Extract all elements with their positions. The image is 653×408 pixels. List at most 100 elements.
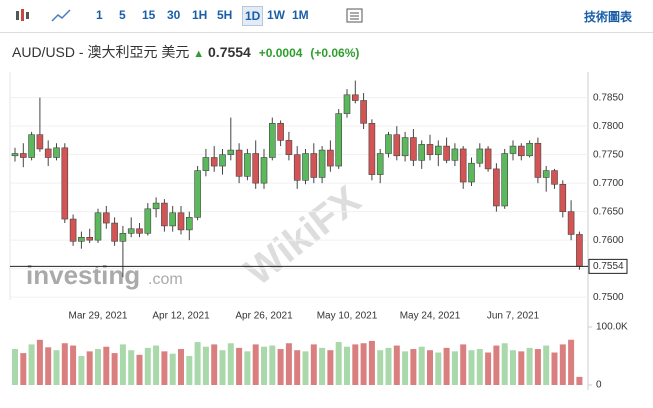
candle-body [127, 228, 135, 234]
volume-bar [285, 343, 292, 385]
candle-body [161, 202, 168, 227]
interval-button[interactable]: 5H [217, 8, 233, 22]
candle-body [517, 145, 525, 157]
candle-body [86, 237, 93, 241]
volume-bar [410, 349, 417, 385]
volume-bar [186, 356, 193, 385]
interval-button[interactable]: 15 [142, 8, 156, 22]
candle-body [559, 183, 567, 212]
candle-body [360, 100, 367, 124]
interval-button[interactable]: 30 [167, 8, 181, 22]
symbol: AUD/USD - 澳大利亞元 美元 [12, 44, 190, 60]
volume-bar [510, 350, 516, 385]
volume-bar [427, 350, 433, 385]
candle-body [69, 218, 77, 242]
candle-body [434, 145, 442, 155]
candle-body [227, 149, 235, 155]
candle-body [244, 153, 251, 177]
volume-bar [45, 347, 52, 385]
volume-bar [261, 346, 267, 385]
candle-body [451, 148, 459, 161]
volume-bar [476, 349, 483, 385]
volume-bar [534, 349, 541, 385]
candle-body [36, 134, 44, 150]
candle-body [219, 154, 226, 167]
candle-body [526, 142, 533, 157]
interval-button[interactable]: 1M [292, 8, 309, 22]
y-tick-label: 0.7800 [593, 121, 624, 132]
candle-body [119, 233, 127, 242]
volume-bar [319, 347, 326, 385]
price: 0.7554 [208, 44, 251, 60]
candle-body [343, 94, 351, 114]
interval-button[interactable]: 1D [242, 6, 264, 26]
volume-bar [568, 339, 575, 385]
volume-bar [269, 345, 276, 385]
x-tick-label: May 24, 2021 [400, 311, 461, 322]
candle-body [111, 222, 118, 242]
candle-body [310, 153, 318, 178]
volume-bar [202, 346, 209, 385]
volume-bar [277, 349, 284, 385]
volume-bar [344, 346, 350, 385]
candle-body [410, 137, 417, 161]
volume-bar [310, 344, 317, 385]
volume-bar [493, 345, 500, 385]
candle-body [136, 228, 143, 234]
change: +0.0004 [258, 46, 303, 60]
volume-bar [36, 339, 43, 385]
interval-button[interactable]: 5 [119, 8, 126, 22]
candle-body [401, 137, 409, 157]
toolbar: 技術圖表 1 5 15 30 1H 5H 1D 1W 1M [0, 0, 653, 33]
volume-bar [335, 342, 342, 385]
candle-body [501, 153, 509, 207]
settings-icon[interactable] [346, 8, 364, 24]
volume-bar [161, 351, 168, 385]
volume-bar [252, 344, 259, 385]
candle-body [152, 202, 160, 210]
candle-body [268, 123, 276, 158]
candle-body [144, 208, 152, 234]
x-tick-label: Apr 26, 2021 [235, 311, 293, 322]
chart-link[interactable]: 技術圖表 [584, 10, 633, 24]
candle-body [186, 217, 193, 231]
volume-bar [294, 350, 301, 385]
volume-bar [526, 347, 533, 385]
candle-body [493, 168, 500, 207]
y-tick-label: 0.7650 [593, 206, 624, 217]
candle-body [19, 153, 27, 158]
y-tick-label: 0.7600 [593, 235, 624, 246]
candle-body [210, 157, 218, 167]
candle-body [252, 153, 259, 184]
interval-button[interactable]: 1 [96, 8, 103, 22]
volume-bar [501, 343, 508, 385]
volume-bar [551, 352, 558, 385]
volume-bar [70, 345, 77, 385]
volume-bar [385, 347, 392, 385]
interval-button[interactable]: 1H [192, 8, 208, 22]
volume-bar [302, 351, 309, 385]
candle-body [385, 134, 392, 154]
volume-bar [78, 356, 85, 385]
chart-type-icons[interactable] [14, 7, 74, 25]
volume-bar [485, 352, 492, 385]
candle-body [285, 140, 293, 155]
change-pct: (+0.06%) [310, 46, 360, 60]
candle-body [368, 123, 376, 175]
volume-bar [53, 350, 60, 385]
volume-bar [244, 351, 251, 385]
candle-body [169, 212, 176, 227]
volume-bar [393, 345, 400, 385]
y-tick-label: 0.7850 [593, 92, 624, 103]
candle-body [53, 147, 60, 158]
candle-body [202, 157, 210, 171]
candle-body [78, 237, 85, 242]
interval-button[interactable]: 1W [267, 8, 285, 22]
candle-body [94, 212, 102, 241]
x-tick-label: Mar 29, 2021 [69, 311, 128, 322]
up-arrow: ▲ [193, 48, 205, 60]
candle-body [509, 145, 517, 154]
volume-bar [12, 349, 18, 385]
